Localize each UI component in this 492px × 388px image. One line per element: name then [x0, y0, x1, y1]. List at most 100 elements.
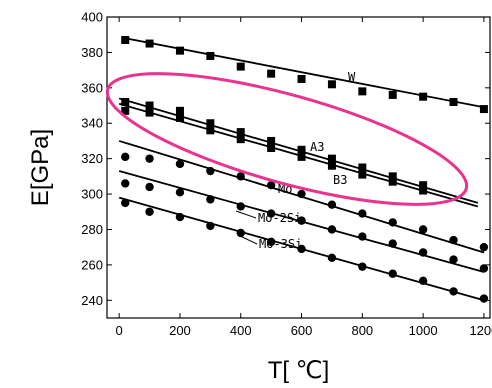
data-point-mo: [236, 172, 245, 181]
data-point-mo: [449, 235, 458, 245]
data-point-mo-3si: [327, 253, 337, 262]
data-point-mo-3si: [418, 276, 428, 286]
data-point-a3: [297, 145, 306, 154]
data-point-w: [297, 74, 306, 83]
data-point-w: [358, 87, 367, 96]
series-label-w: W: [348, 70, 356, 84]
data-point-mo: [479, 242, 489, 252]
data-point-w: [121, 36, 130, 45]
data-point-mo-2si: [449, 255, 458, 264]
data-point-mo-3si: [145, 207, 154, 216]
data-point-mo-3si: [388, 269, 397, 278]
data-point-mo-2si: [121, 179, 130, 188]
data-point-b3: [206, 126, 215, 135]
x-axis-title: T[ ℃]: [268, 357, 330, 384]
series-label-b3: B3: [333, 173, 347, 187]
leader-line-mo: [254, 181, 277, 190]
x-tick-label: 1000: [409, 323, 438, 338]
data-point-w: [449, 97, 458, 106]
data-point-a3: [419, 181, 428, 190]
data-point-mo-3si: [479, 294, 489, 303]
data-point-b3: [267, 144, 276, 153]
x-tick-label: 800: [351, 323, 373, 338]
data-point-mo-2si: [479, 264, 489, 273]
x-tick-label: 1200: [469, 323, 492, 338]
data-point-b3: [388, 177, 397, 186]
data-point-a3: [267, 136, 276, 145]
data-point-mo-3si: [175, 212, 185, 222]
data-point-b3: [121, 106, 130, 115]
y-tick-label: 320: [81, 151, 103, 166]
data-point-mo-2si: [297, 216, 306, 225]
data-point-b3: [236, 135, 245, 144]
data-point-b3: [297, 152, 306, 161]
highlight-ellipse: [105, 72, 469, 206]
series-label-mo-2si: Mo-2Si: [258, 211, 301, 225]
data-point-mo-2si: [327, 225, 337, 234]
data-point-a3: [388, 172, 397, 181]
series-label-mo-3si: Mo-3Si: [259, 237, 302, 251]
data-point-mo-3si: [449, 287, 458, 296]
data-point-b3: [175, 113, 184, 122]
data-point-mo: [121, 152, 130, 162]
data-point-b3: [145, 108, 154, 117]
data-point-a3: [175, 106, 184, 115]
data-point-w: [236, 62, 245, 71]
data-point-mo: [145, 154, 154, 163]
data-point-mo: [418, 225, 428, 234]
y-tick-label: 380: [81, 45, 103, 60]
y-tick-label: 400: [81, 10, 103, 25]
data-point-w: [388, 90, 397, 99]
tick-layer: 0 200 400 600 800 1000 1200 240 260 280 300 320 340 3…: [81, 10, 492, 339]
data-point-mo-3si: [297, 244, 306, 254]
data-point-b3: [358, 170, 367, 179]
data-point-a3: [327, 154, 336, 163]
data-point-mo-2si: [175, 188, 185, 197]
y-tick-label: 240: [81, 293, 103, 308]
data-point-mo: [206, 166, 215, 176]
series-label-a3: A3: [310, 140, 324, 154]
data-point-b3: [419, 186, 428, 195]
data-point-mo: [358, 209, 367, 218]
data-point-a3: [206, 119, 215, 128]
data-point-w: [267, 69, 276, 78]
data-point-a3: [121, 97, 130, 106]
leader-line-mo-3si: [237, 234, 258, 245]
x-tick-label: 600: [291, 323, 313, 338]
data-point-w: [479, 105, 488, 114]
x-tick-label: 200: [169, 323, 191, 338]
data-point-mo-2si: [236, 202, 245, 211]
data-point-mo: [297, 189, 306, 199]
data-point-w: [419, 92, 428, 101]
data-point-w: [145, 39, 154, 48]
y-axis-title: E[GPa]: [27, 129, 54, 206]
data-point-mo-2si: [418, 248, 428, 257]
data-point-mo-3si: [266, 237, 276, 247]
data-point-mo-2si: [206, 195, 215, 204]
data-point-mo-2si: [145, 182, 154, 192]
data-point-mo-2si: [388, 239, 397, 248]
y-tick-label: 280: [81, 222, 103, 237]
data-point-mo-3si: [206, 221, 215, 231]
data-point-a3: [358, 163, 367, 172]
y-tick-label: 260: [81, 257, 103, 272]
data-point-w: [175, 46, 184, 55]
data-point-mo-3si: [121, 198, 130, 208]
data-points: [121, 36, 489, 303]
data-point-mo: [388, 218, 397, 227]
data-point-mo: [266, 181, 276, 190]
y-tick-label: 360: [81, 80, 103, 95]
x-tick-label: 0: [116, 323, 123, 338]
data-point-w: [206, 51, 215, 60]
data-point-w: [327, 80, 336, 89]
plot-frame: [106, 16, 491, 319]
y-tick-label: 340: [81, 116, 103, 131]
data-point-a3: [236, 128, 245, 137]
data-point-b3: [327, 161, 336, 170]
data-point-mo-2si: [358, 232, 367, 241]
data-point-mo-2si: [266, 209, 276, 218]
data-point-mo-3si: [358, 262, 367, 271]
y-tick-label: 300: [81, 187, 103, 202]
data-point-mo: [327, 200, 337, 209]
